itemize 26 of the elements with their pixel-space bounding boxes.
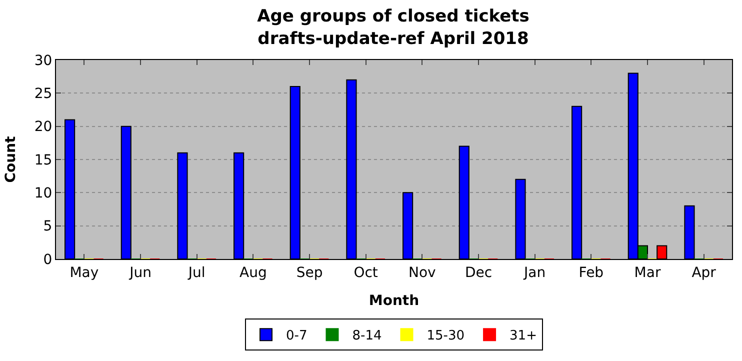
x-axis-title: Month <box>368 293 420 310</box>
x-tick-label: Jun <box>128 264 152 281</box>
x-tick-label: Jul <box>187 264 206 281</box>
chart-title: Age groups of closed tickets drafts-update-ref April 2018 <box>257 6 530 49</box>
x-tick-label: Apr <box>692 264 716 281</box>
x-tick-label: Sep <box>296 264 323 281</box>
y-tick-label: 20 <box>34 119 52 136</box>
y-tick-label: 15 <box>34 152 52 168</box>
x-tick-label: Jan <box>523 264 546 281</box>
legend-label: 31+ <box>510 328 537 344</box>
x-tick-label: Mar <box>634 264 661 281</box>
x-tick-label: May <box>70 264 99 281</box>
x-tick-label: Dec <box>464 264 492 281</box>
legend-label: 15-30 <box>426 328 465 344</box>
y-axis-title: Count <box>2 136 19 183</box>
x-tick-label: Oct <box>354 264 378 281</box>
x-tick-label: Feb <box>578 264 604 281</box>
y-tick-label: 5 <box>43 218 52 235</box>
y-tick-label: 30 <box>34 52 52 69</box>
y-tick-label: 25 <box>34 86 52 102</box>
legend-label: 0-7 <box>286 328 308 344</box>
legend-label: 8-14 <box>352 328 382 344</box>
x-tick-label: Nov <box>408 264 436 281</box>
y-tick-label: 10 <box>34 186 52 202</box>
x-tick-label: Aug <box>240 264 267 281</box>
y-tick-label: 0 <box>43 252 52 268</box>
